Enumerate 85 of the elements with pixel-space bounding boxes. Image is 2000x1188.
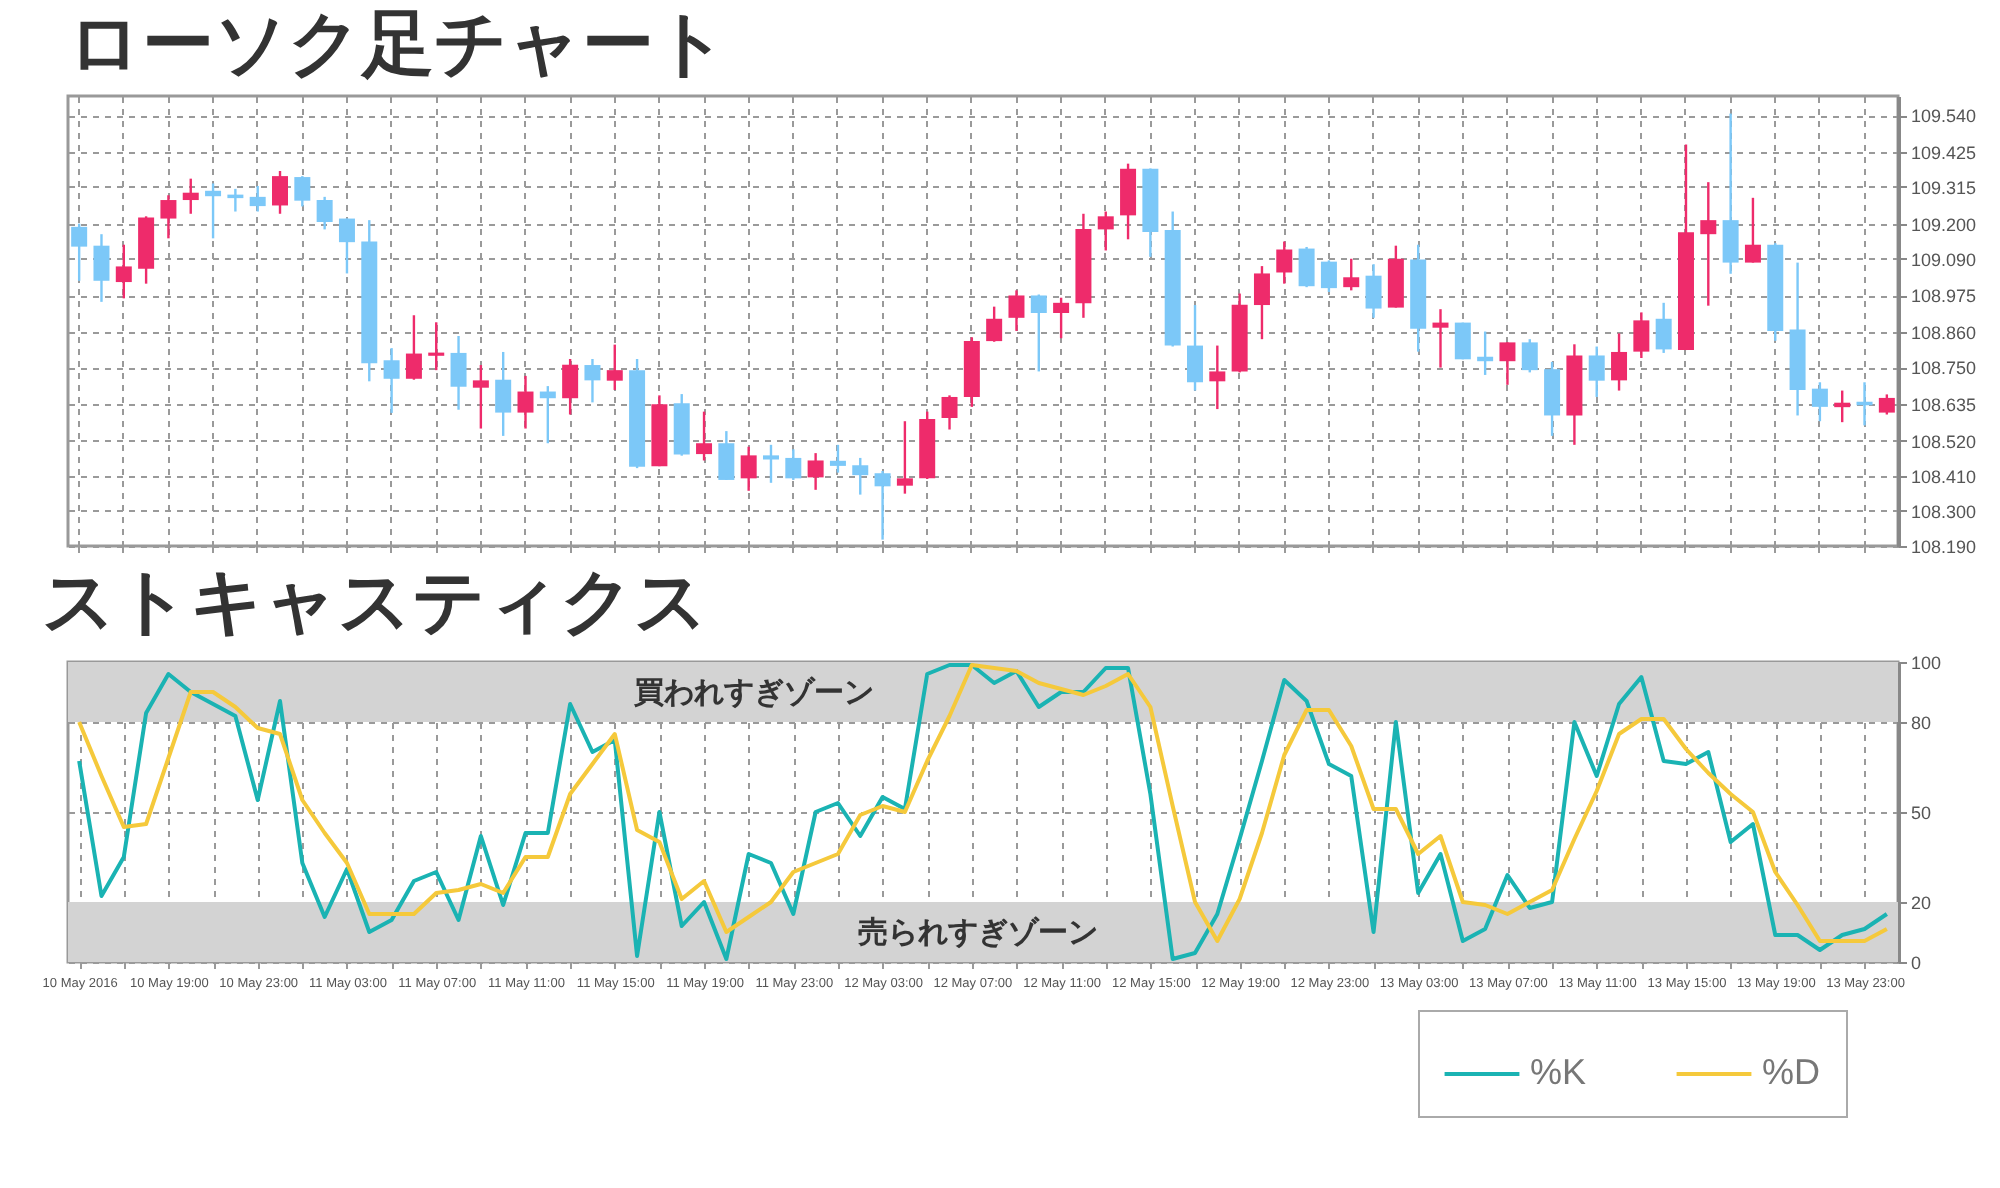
y-tick-label: 108.410 [1911, 466, 1977, 487]
y-tick-label: 20 [1911, 893, 1932, 913]
candlestick [1878, 393, 1895, 416]
candlestick [205, 182, 222, 240]
candlestick [1811, 381, 1828, 423]
candlestick [1053, 296, 1070, 340]
candlestick [249, 184, 266, 213]
candlestick [1521, 337, 1538, 374]
y-tick-label: 109.090 [1911, 249, 1977, 270]
candlestick [316, 195, 333, 231]
chart-title: ローソク足チャート [68, 2, 728, 84]
candlestick [539, 384, 556, 445]
candlestick [338, 217, 355, 275]
candlestick [1655, 301, 1672, 355]
candlestick [1030, 293, 1047, 373]
candlestick [428, 321, 445, 372]
candlestick [852, 456, 869, 496]
candlestick [1477, 330, 1494, 377]
y-tick-label: 109.425 [1911, 142, 1977, 163]
candlestick [1253, 264, 1270, 341]
candlestick [807, 451, 824, 492]
candlestick [1700, 180, 1717, 307]
candlestick [896, 420, 913, 495]
candlestick [1544, 360, 1561, 438]
y-tick-label: 109.200 [1911, 214, 1977, 235]
candlestick [405, 314, 422, 381]
candlestick [1744, 196, 1761, 264]
candlestick [1320, 259, 1337, 294]
y-tick-label: 108.520 [1911, 431, 1977, 452]
y-tick-label: 108.190 [1911, 537, 1977, 557]
candlestick [450, 334, 467, 411]
candlestick [1209, 344, 1226, 411]
y-tick-label: 108.635 [1911, 394, 1977, 415]
y-tick-label: 108.860 [1911, 323, 1977, 344]
candlestick [1611, 332, 1628, 392]
candlestick [696, 410, 713, 462]
candlestick [562, 357, 579, 416]
candlestick [986, 305, 1003, 343]
candlestick [383, 346, 400, 415]
candlestick [1343, 257, 1360, 292]
candlestick [1834, 389, 1851, 424]
candlestick [606, 343, 623, 392]
candlestick [1187, 303, 1204, 392]
candlestick [182, 177, 199, 215]
candlestick [1097, 210, 1114, 252]
candlestick [1499, 341, 1516, 387]
candlestick [718, 429, 735, 482]
candlestick [1298, 245, 1315, 289]
y-tick-label: 0 [1911, 953, 1922, 973]
candlestick [495, 350, 512, 438]
candlestick [1588, 345, 1605, 399]
y-tick-label: 108.300 [1911, 501, 1977, 522]
candlestick [740, 445, 757, 492]
y-tick-label: 109.540 [1911, 106, 1977, 127]
candlestick [1276, 240, 1293, 285]
candlestick [829, 443, 846, 474]
chart-title: ストキャスティクス [41, 560, 708, 642]
candlestick [1365, 262, 1382, 320]
candlestick [115, 243, 132, 300]
candlestick [71, 222, 88, 282]
candlestick [517, 374, 534, 430]
band-label: 買われすぎゾーン [632, 676, 875, 710]
candlestick [294, 174, 311, 208]
candlestick [472, 363, 489, 430]
candlestick [1008, 289, 1025, 333]
y-tick-label: 50 [1911, 803, 1932, 823]
candlestick [874, 469, 891, 541]
legend-label: %D [1762, 1052, 1821, 1092]
candlestick [785, 448, 802, 482]
candlestick [272, 169, 289, 215]
y-tick-label: 100 [1911, 653, 1942, 673]
y-tick-label: 108.975 [1911, 286, 1977, 307]
band-label: 売られすぎゾーン [857, 916, 1098, 950]
y-tick-label: 80 [1911, 713, 1932, 733]
candlestick [160, 194, 177, 240]
candlestick [1633, 311, 1650, 360]
y-tick-label: 108.750 [1911, 358, 1977, 379]
candlestick [762, 443, 779, 485]
legend-label: %K [1530, 1052, 1587, 1092]
candlestick [1120, 162, 1137, 241]
candlestick [584, 357, 601, 404]
candlestick [1432, 307, 1449, 369]
candlestick [941, 394, 958, 431]
y-tick-label: 109.315 [1911, 177, 1977, 198]
candlestick [93, 232, 110, 304]
